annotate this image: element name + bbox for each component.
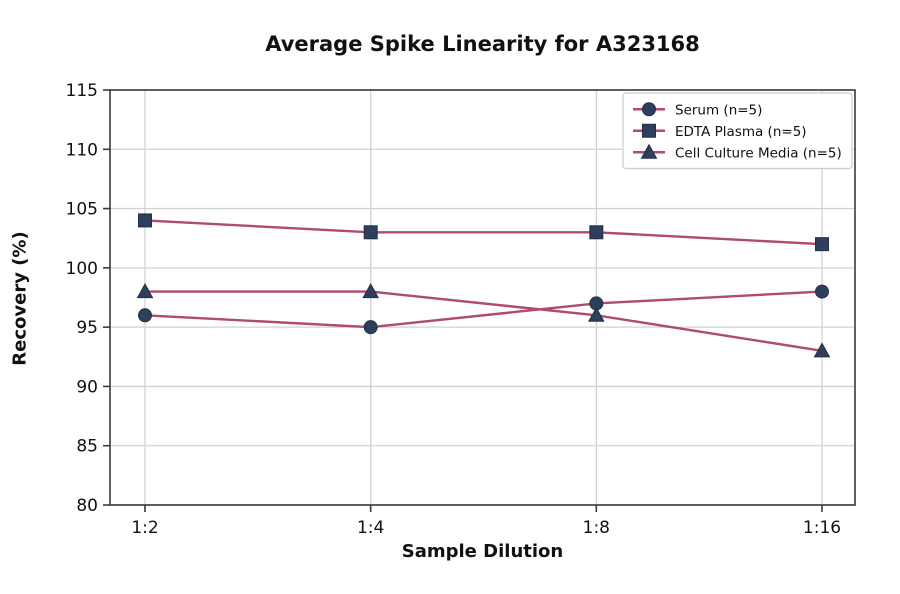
legend-marker-circle [642,102,656,117]
x-tick-label: 1:2 [131,518,158,538]
y-tick-label: 85 [76,437,98,457]
data-point-marker [587,306,605,322]
x-axis-label: Sample Dilution [401,541,564,562]
data-point-marker [815,284,829,299]
legend-label: EDTA Plasma (n=5) [675,124,807,140]
legend-label: Cell Culture Media (n=5) [675,145,842,161]
plot-frame [109,89,856,506]
data-point-marker [362,283,380,299]
y-tick-label: 115 [66,81,98,101]
series-line-circle [144,290,823,329]
data-point-marker [589,225,604,240]
x-tick-label: 1:16 [803,518,841,538]
series-line-square [144,219,823,246]
data-point-marker [813,342,831,358]
legend-marker-triangle [640,143,658,159]
data-point-marker [136,283,154,299]
y-axis-label: Recovery (%) [9,231,31,366]
y-tick-label: 80 [76,496,98,516]
data-point-marker [138,308,152,323]
y-tick-label: 95 [76,318,98,338]
legend-label: Serum (n=5) [675,102,762,118]
y-tick-label: 90 [76,377,98,397]
data-point-marker [363,320,378,335]
data-point-marker [815,237,829,252]
data-point-marker [138,213,152,228]
x-tick-label: 1:8 [583,518,610,538]
y-tick-label: 110 [66,140,98,160]
series-line-triangle [145,290,823,353]
legend-box [622,92,853,170]
legend-marker-square [642,123,656,138]
chart-title: Average Spike Linearity for A323168 [265,32,700,56]
x-tick-label: 1:4 [357,518,384,538]
y-tick-label: 100 [66,259,98,279]
data-point-marker [363,225,378,240]
y-tick-label: 105 [66,200,98,220]
